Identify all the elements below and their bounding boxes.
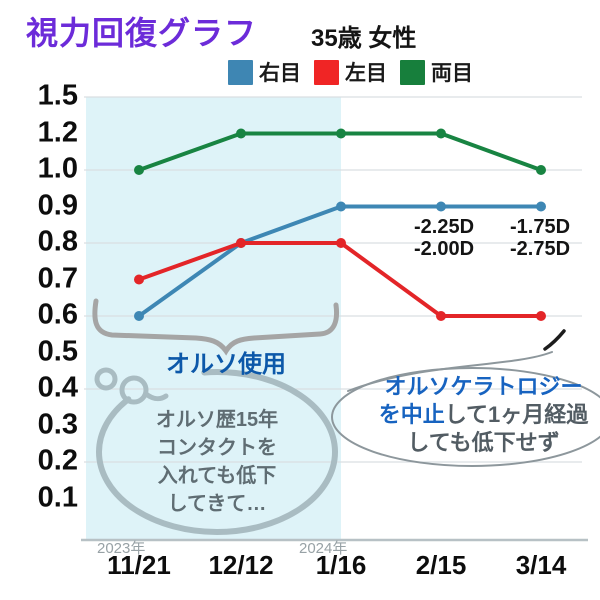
y-axis-tick-1.2: 1.2 <box>37 115 78 148</box>
bubble-text-segment: オルソケラトロジー <box>384 374 583 399</box>
data-point <box>336 128 346 139</box>
legend: 右目 左目 両目 <box>228 57 473 87</box>
left-speech-bubble-outline <box>96 369 338 535</box>
bubble-text-segment: を中止 <box>378 402 445 427</box>
y-axis-tick-0.1: 0.1 <box>37 480 78 513</box>
x-axis-tick-11/21: 11/21 <box>107 550 171 580</box>
bubble-tail-dash <box>543 329 566 351</box>
x-axis-tick-2/15: 2/15 <box>415 550 467 580</box>
ortho-usage-highlight-region <box>86 97 341 540</box>
legend-swatch <box>314 59 339 85</box>
data-point <box>536 165 546 175</box>
diopter-value: -2.00D <box>413 238 475 260</box>
legend-label: 右目 <box>259 62 301 85</box>
bubble-line: オルソケラトロジー <box>356 373 600 401</box>
data-point <box>336 201 346 212</box>
bubble-line: コンタクトを <box>157 437 277 459</box>
series-左目 <box>134 238 546 321</box>
data-point <box>436 311 446 321</box>
y-axis-tick-0.4: 0.4 <box>37 371 78 404</box>
x-axis-tick-3/14: 3/14 <box>515 550 567 580</box>
bubble-line: 入れても低下 <box>157 465 277 487</box>
legend-item-両目: 両目 <box>400 57 473 87</box>
diopter-annotation-mar: -1.75D -2.75D <box>478 216 600 260</box>
data-point <box>536 311 546 321</box>
data-point <box>134 274 144 285</box>
data-point <box>436 128 446 139</box>
legend-item-右目: 右目 <box>228 57 301 87</box>
diopter-value: -1.75D <box>509 216 571 238</box>
series-両目 <box>134 128 546 175</box>
year-label: 2023年 <box>97 540 146 557</box>
doodle-curl-large-ring <box>119 375 149 405</box>
underbrace <box>92 298 340 356</box>
data-point <box>336 238 346 248</box>
data-point <box>436 201 446 212</box>
year-label: 2024年 <box>299 540 348 557</box>
data-point <box>236 128 246 139</box>
y-axis-tick-0.5: 0.5 <box>37 334 78 367</box>
data-point <box>536 201 546 212</box>
bubble-text-segment: して1ヶ月経過 <box>444 402 589 427</box>
bubble-text-segment: しても低下せず <box>407 430 560 455</box>
data-point <box>134 311 144 321</box>
data-series <box>134 128 546 321</box>
patient-info: 35歳 女性 <box>311 25 417 52</box>
chart-decor <box>92 298 600 535</box>
y-axis-tick-0.9: 0.9 <box>37 188 78 221</box>
y-axis-tick-0.8: 0.8 <box>37 225 78 258</box>
ortho-usage-label: オルソ使用 <box>166 351 286 378</box>
y-axis-tick-0.3: 0.3 <box>37 407 78 440</box>
y-axis-tick-0.2: 0.2 <box>37 444 78 477</box>
y-axis-tick-0.7: 0.7 <box>37 261 78 294</box>
legend-label: 左目 <box>345 62 387 85</box>
diopter-value: -2.25D <box>413 216 475 238</box>
doodle-curl-tail <box>143 391 169 402</box>
bubble-line: を中止して1ヶ月経過 <box>356 401 600 429</box>
diopter-value: -2.75D <box>509 238 571 260</box>
y-axis-tick-1.5: 1.5 <box>37 79 78 112</box>
legend-item-左目: 左目 <box>314 57 387 87</box>
right-speech-bubble-text: オルソケラトロジー を中止して1ヶ月経過 しても低下せず <box>356 373 600 457</box>
bubble-line: してきて… <box>167 493 267 515</box>
y-axis-tick-1.0: 1.0 <box>37 152 78 185</box>
doodle-curl-small-ring <box>94 367 118 391</box>
y-axis-tick-0.6: 0.6 <box>37 298 78 331</box>
legend-swatch <box>400 59 425 85</box>
x-axis-tick-12/12: 12/12 <box>208 550 274 580</box>
right-speech-bubble-tail <box>347 351 553 392</box>
bubble-line: しても低下せず <box>356 429 600 457</box>
legend-label: 両目 <box>431 62 473 85</box>
data-point <box>134 165 144 175</box>
bubble-line: オルソ歴15年 <box>155 409 279 431</box>
legend-swatch <box>228 59 253 85</box>
x-axis-tick-1/16: 1/16 <box>315 550 367 580</box>
page-title: 視力回復グラフ <box>26 15 258 51</box>
left-speech-bubble-text: オルソ歴15年 コンタクトを 入れても低下 してきて… <box>117 406 317 518</box>
right-speech-bubble-outline <box>331 367 600 467</box>
data-point <box>236 238 246 248</box>
diopter-annotation-feb: -2.25D -2.00D <box>382 216 506 260</box>
